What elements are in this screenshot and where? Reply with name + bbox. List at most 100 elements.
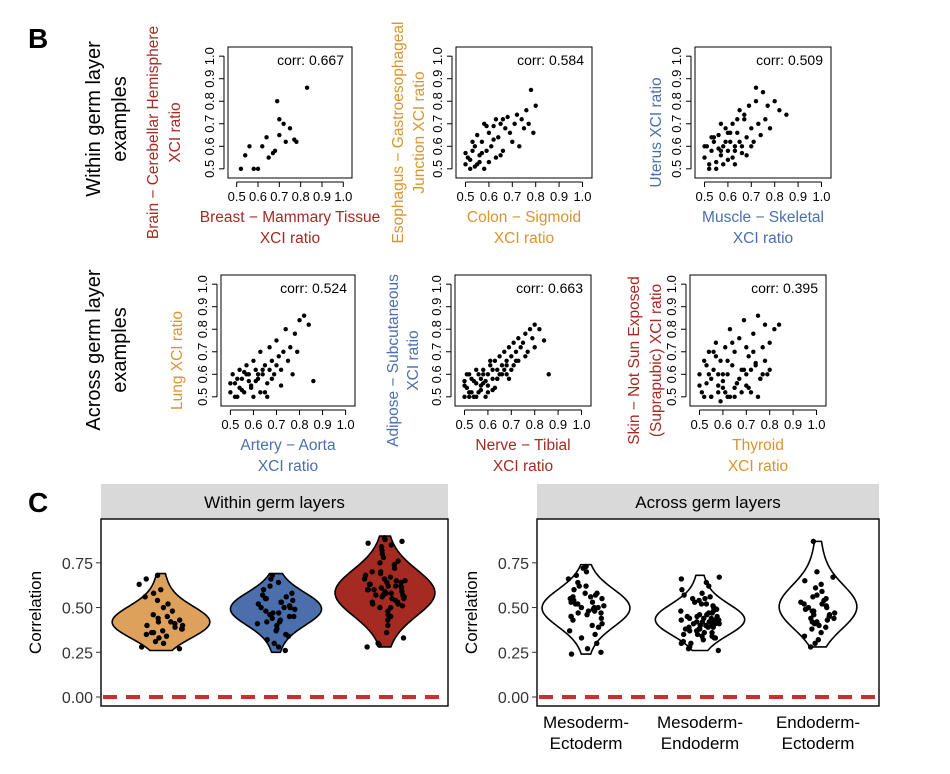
scatter-point [718,121,724,126]
violin-point [710,608,717,614]
scatter-point [714,166,719,172]
scatter-point [772,327,777,332]
scatter-point [304,85,310,90]
violin-point [714,613,720,620]
violin-point [684,613,690,620]
scatter-point [735,117,740,122]
violin-point [283,594,289,600]
scatter-point [478,376,484,382]
scatter-point [258,390,263,395]
violin-point [815,637,822,643]
violin-point [393,578,399,584]
y-tick-label: 0.75 [62,556,93,573]
scatter-point [485,383,491,388]
row-label-across-line1: Across germ layer [83,269,105,430]
y-tick-label: 0.8 [669,92,684,110]
violin-point [798,599,804,605]
x-tick-label: 0.9 [549,417,567,432]
violin-point [385,622,391,629]
scatter-point [718,148,724,154]
y-tick-label: 0.9 [669,70,684,88]
scatter-point [699,390,705,395]
scatter-point [277,132,282,138]
x-tick-label: 0.6 [714,417,732,432]
scatter-point [239,376,245,382]
scatter-nerve-vs-adipose: 0.5 0.5 0.6 0.6 0.7 0.7 0.8 0.8 0.9 0.9 1.0 1.0 corr… [385,274,592,475]
scatter-point [737,108,742,113]
x-tick-label: 0.9 [550,189,568,204]
scatter-point [765,372,770,377]
scatter-point [735,130,740,135]
violin-point [819,601,825,607]
scatter-point [283,139,288,144]
violin-point [156,635,162,641]
violin-point [591,608,598,614]
violin-point [694,619,700,625]
scatter-point [514,112,520,117]
violin-point [812,585,819,591]
scatter-point [294,139,299,144]
scatter-point [509,367,514,372]
scatter-point [477,159,482,165]
scatter-point [762,322,768,327]
scatter-point [278,383,284,388]
scatter-muscle-vs-uterus: 0.5 0.5 0.6 0.6 0.7 0.7 0.8 0.8 0.9 0.9 1.0 1.0 corr… [648,46,832,247]
scatter-point [269,358,275,363]
facet-strip [101,484,448,520]
scatter-point [701,358,707,363]
violin-point [808,615,814,621]
scatter-point [749,144,754,149]
scatter-point [720,385,726,391]
x-tick-label: 0.8 [290,417,308,432]
violin-shape [111,572,211,652]
facet-strip-label: Across germ layers [635,493,780,512]
x-tick-label: 1.0 [334,189,352,204]
scatter-point [718,358,723,363]
y-tick-label: 0.5 [195,388,210,406]
violin-point [689,595,696,602]
x-tick-label: 0.6 [249,189,267,204]
violin-point [830,574,836,580]
scatter-point [232,394,238,400]
scatter-point [244,363,249,368]
scatter-point [301,313,307,318]
scatter-point [490,376,495,382]
scatter-point [741,367,747,372]
violin-point [263,595,269,602]
x-tick-label: 0.6 [480,189,498,204]
scatter-point [482,166,487,172]
scatter-point [716,372,721,377]
violin-point [402,578,408,584]
x-axis-label: Breast − Mammary Tissue [200,209,380,226]
y-axis-label: Lung XCI ratio [169,311,186,410]
y-tick-label: 0.5 [202,160,217,178]
violin-point [276,610,282,616]
scatter-point [500,117,506,122]
violin-point [696,626,702,632]
scatter-point [739,144,745,149]
violin-point [373,592,379,598]
scatter-point [228,381,233,386]
violin-point [364,644,370,650]
scatter-point [493,155,499,160]
violin-point [290,597,296,604]
violin-point [264,637,270,643]
x-tick-label: 0.6 [719,189,737,204]
scatter-point [262,390,268,395]
scatter-point [765,103,770,108]
violin-point [694,613,700,620]
violin-point [818,581,824,587]
violin-point [392,583,399,589]
x-tick-label: 0.5 [456,189,474,204]
scatter-point [732,162,738,167]
violin-point [566,628,573,634]
violin-point [587,594,594,600]
scatter-point [483,394,488,400]
y-axis-label: XCI ratio [167,102,184,162]
scatter-point [784,112,789,117]
violin-point [573,572,580,579]
x-axis-label: Colon − Sigmoid [467,209,581,226]
x-tick-label: 0.9 [314,417,332,432]
scatter-point [472,164,478,169]
scatter-point [497,372,502,377]
